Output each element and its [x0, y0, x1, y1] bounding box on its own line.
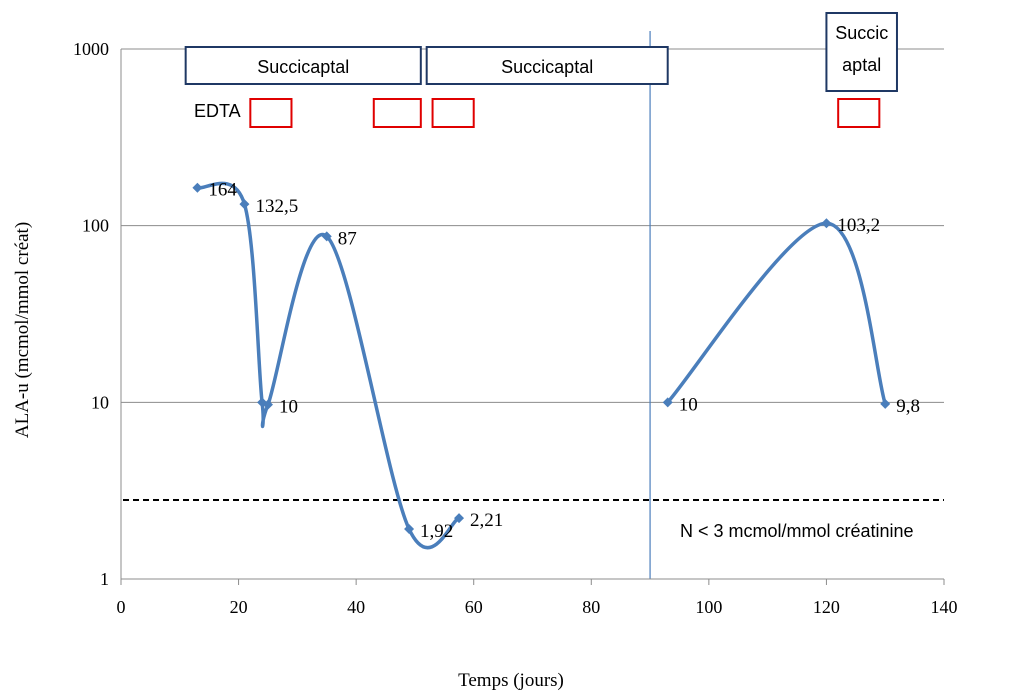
y-axis-title: ALA-u (mcmol/mmol créat): [12, 222, 33, 438]
data-point: [821, 218, 832, 229]
series-line: [666, 221, 887, 405]
series-line: [196, 181, 460, 550]
y-tick-label: 1000: [73, 39, 109, 59]
treatment-box-label: Succic: [835, 23, 888, 43]
data-label: 10: [279, 397, 298, 418]
edta-box: [372, 98, 422, 128]
threshold-label: N < 3 mcmol/mmol créatinine: [680, 521, 914, 541]
treatment-box-label: Succicaptal: [257, 57, 349, 77]
axes: 1 10 100 1000 0 20 40 60 80 100 120 140: [73, 39, 958, 617]
treatment-box: [825, 12, 898, 92]
x-axis-title: Temps (jours): [458, 670, 564, 691]
data-point: [880, 398, 891, 409]
treatment-box: [425, 46, 669, 85]
x-tick-label: 140: [931, 597, 958, 617]
data-label: 87: [338, 228, 357, 249]
data-label: 103,2: [837, 215, 880, 236]
data-label: 10: [679, 394, 698, 415]
x-tick-label: 60: [465, 597, 483, 617]
edta-label: EDTA: [194, 101, 241, 121]
y-tick-label: 1: [100, 569, 109, 589]
y-tick-label: 10: [91, 392, 109, 412]
data-label: 132,5: [255, 196, 298, 217]
data-label: 9,8: [896, 396, 920, 417]
y-tick-label: 100: [82, 216, 109, 236]
data-point: [192, 182, 203, 193]
edta-box: [249, 98, 293, 128]
x-tick-label: 120: [813, 597, 840, 617]
x-tick-label: 40: [347, 597, 365, 617]
data-label: 1,92: [420, 521, 453, 542]
x-tick-label: 0: [117, 597, 126, 617]
treatment-box-label: aptal: [842, 55, 881, 75]
data-labels: 164 132,5 10 87 1,92 2,21 10 103,2 9,8: [208, 180, 920, 542]
data-point: [662, 397, 673, 408]
data-point: [454, 513, 465, 524]
data-point: [262, 399, 273, 410]
series: [192, 181, 891, 550]
data-label: 164: [208, 180, 237, 201]
edta-box: [837, 98, 881, 128]
data-label: 2,21: [470, 510, 503, 531]
edta-box: [431, 98, 475, 128]
x-tick-label: 20: [230, 597, 248, 617]
x-tick-label: 80: [582, 597, 600, 617]
x-tick-label: 100: [695, 597, 722, 617]
data-point: [321, 231, 332, 242]
data-point: [404, 523, 415, 534]
treatment-box: [184, 46, 422, 85]
data-point: [239, 199, 250, 210]
treatment-box-label: Succicaptal: [501, 57, 593, 77]
